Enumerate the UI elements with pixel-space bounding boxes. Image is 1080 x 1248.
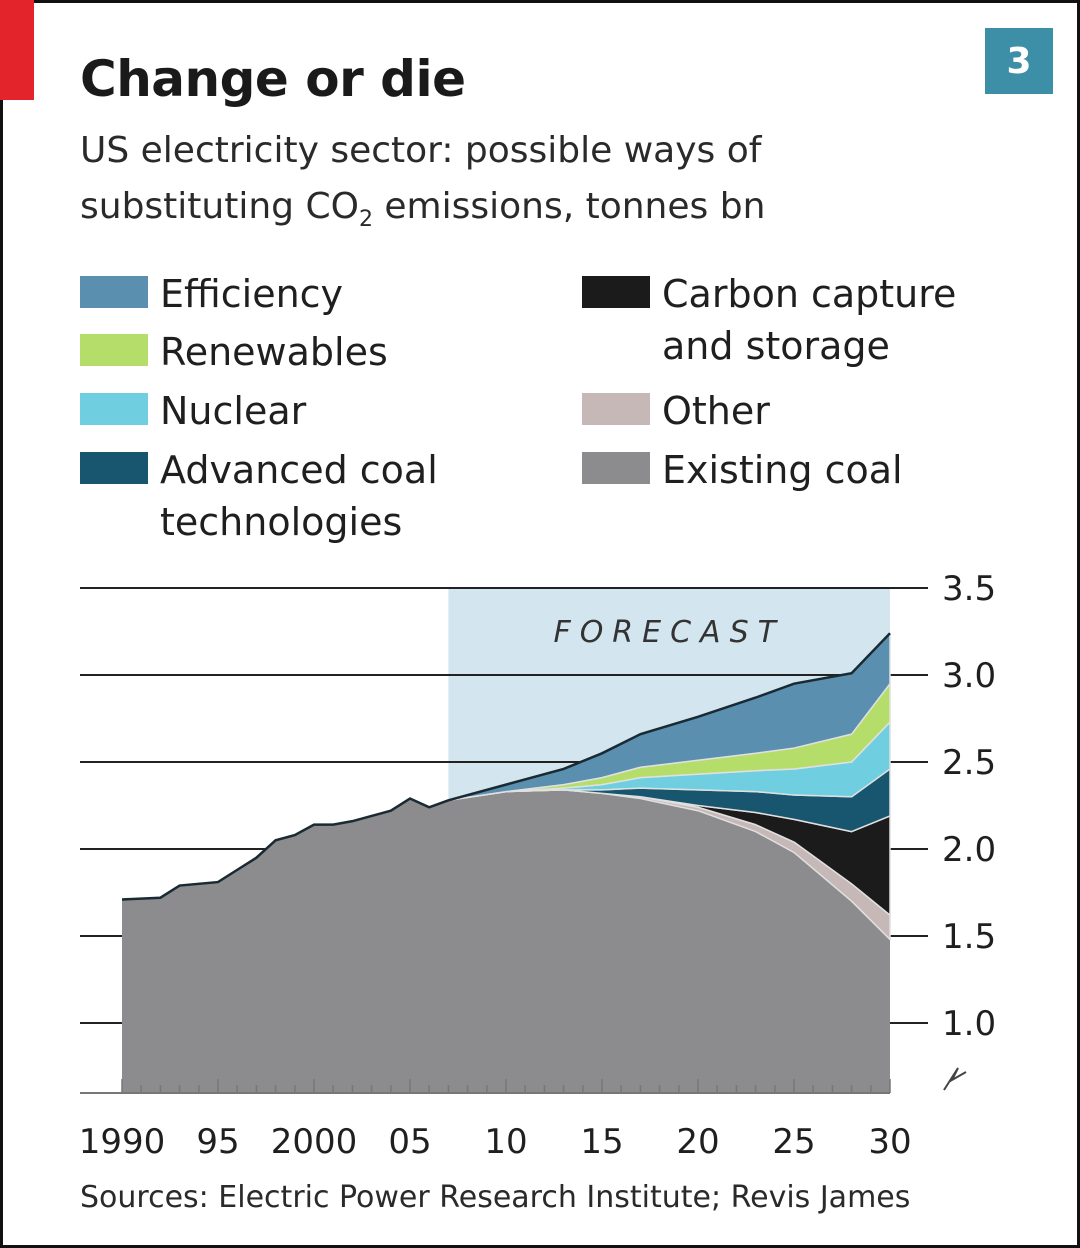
x-tick-label: 05: [388, 1122, 431, 1162]
legend-swatch-advanced-coal: [80, 452, 148, 484]
area-existing-coal: [122, 789, 890, 1093]
tick-labels: 1.0 1.5 2.0 2.5 3.0 3.5 1990 95 2000 05 10 15 20 25 30: [79, 569, 996, 1162]
x-tick-label: 95: [196, 1122, 239, 1162]
legend-swatch-other: [582, 393, 650, 425]
legend-label-nuclear: Nuclear: [160, 389, 307, 433]
chart-subtitle-line1: US electricity sector: possible ways of: [80, 130, 762, 171]
legend-label-efficiency: Efficiency: [160, 272, 344, 316]
axes: [80, 1067, 967, 1094]
legend-swatch-nuclear: [80, 393, 148, 425]
x-tick-label: 10: [484, 1122, 527, 1162]
chart-source-note: Sources: Electric Power Research Institu…: [80, 1180, 911, 1215]
y-tick-label: 3.5: [942, 569, 996, 609]
legend-swatch-existing-coal: [582, 452, 650, 484]
y-tick-label: 2.5: [942, 743, 996, 783]
y-tick-label: 2.0: [942, 830, 996, 870]
chart-title: Change or die: [80, 50, 466, 108]
forecast-label: FORECAST: [553, 615, 785, 650]
legend-label-existing-coal: Existing coal: [662, 448, 903, 492]
legend-label-renewables: Renewables: [160, 330, 388, 374]
y-tick-label: 1.5: [942, 917, 996, 957]
brand-red-tag: [0, 0, 34, 100]
axis-break-icon: [943, 1067, 967, 1091]
subtitle-line2-subscript: 2: [358, 207, 373, 233]
subtitle-line2-pre: substituting CO: [80, 186, 359, 227]
legend-swatch-efficiency: [80, 276, 148, 308]
y-tick-label: 1.0: [942, 1004, 996, 1044]
x-tick-label: 20: [676, 1122, 719, 1162]
legend-label-ccs: Carbon capture and storage: [662, 272, 957, 368]
x-tick-label: 2000: [271, 1122, 358, 1162]
subtitle-line2-post: emissions, tonnes bn: [372, 186, 766, 227]
chart-number-badge: 3: [985, 28, 1053, 94]
legend-label-other: Other: [662, 389, 770, 433]
x-tick-label: 30: [868, 1122, 911, 1162]
total-line: [121, 632, 891, 901]
stacked-areas: [121, 632, 891, 1093]
x-tick-label: 15: [580, 1122, 623, 1162]
legend-swatch-ccs: [582, 276, 650, 308]
legend-label-advanced-coal: Advanced coal technologies: [160, 448, 438, 544]
x-tick-label: 1990: [79, 1122, 166, 1162]
x-tick-label: 25: [772, 1122, 815, 1162]
y-tick-label: 3.0: [942, 656, 996, 696]
legend-swatch-renewables: [80, 334, 148, 366]
chart-subtitle-line2: substituting CO2 emissions, tonnes bn: [80, 186, 765, 232]
